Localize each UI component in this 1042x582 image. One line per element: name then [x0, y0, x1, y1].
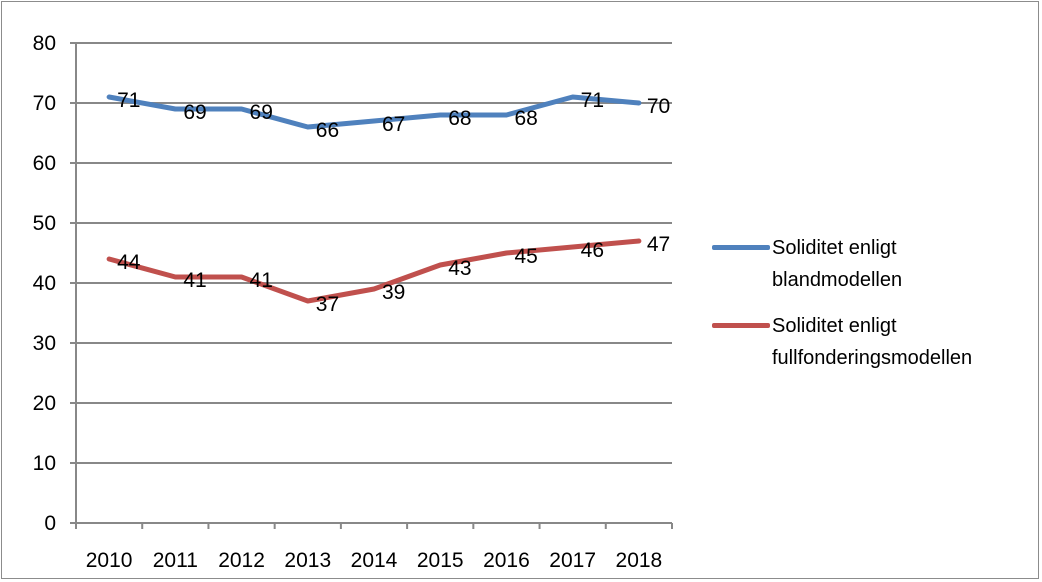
data-label: 71: [581, 89, 604, 112]
legend-item-blandmodellen: Soliditet enligt blandmodellen: [712, 232, 1032, 296]
data-label: 44: [117, 251, 141, 274]
y-tick-label: 40: [33, 272, 56, 295]
y-tick-label: 30: [33, 332, 56, 355]
data-label: 41: [183, 269, 206, 292]
axes: [70, 42, 673, 529]
legend-swatch-blandmodellen: [712, 245, 770, 250]
data-label: 69: [250, 101, 273, 124]
x-tick-label: 2014: [351, 549, 398, 572]
series-line-2: [106, 238, 642, 304]
x-tick-label: 2010: [86, 549, 133, 572]
data-label: 68: [514, 107, 537, 130]
x-tick-label: 2015: [417, 549, 464, 572]
legend-swatch-fullfonderingsmodellen: [712, 323, 770, 328]
data-label: 37: [316, 293, 339, 316]
legend-label-line1: Soliditet enligt: [772, 237, 897, 259]
legend-label-line2: blandmodellen: [772, 269, 903, 291]
y-tick-label: 60: [33, 152, 56, 175]
data-label: 46: [581, 239, 604, 262]
data-label: 70: [647, 95, 670, 118]
data-label: 41: [250, 269, 273, 292]
gridlines: [76, 42, 672, 464]
legend-label-line1: Soliditet enligt: [772, 315, 897, 337]
y-tick-labels: 0 10 20 30 40 50 60 70 80: [33, 32, 56, 535]
x-tick-label: 2017: [549, 549, 596, 572]
y-tick-label: 70: [33, 92, 56, 115]
y-tick-label: 20: [33, 392, 56, 415]
data-label: 66: [316, 119, 339, 142]
data-label: 68: [448, 107, 471, 130]
x-tick-label: 2013: [284, 549, 331, 572]
y-tick-label: 10: [33, 452, 56, 475]
x-tick-label: 2011: [153, 549, 198, 572]
data-label: 39: [382, 281, 405, 304]
x-tick-labels: 2010 2011 2012 2013 2014 2015 2016 2017 2018: [86, 549, 662, 572]
data-label: 71: [117, 89, 140, 112]
data-labels: 71 69 69 66 67 68 68 71 70 44 41 41 37 39 43 45 46 47: [117, 89, 670, 316]
data-label: 47: [647, 233, 670, 256]
y-tick-label: 80: [33, 32, 56, 55]
x-tick-label: 2016: [483, 549, 530, 572]
data-label: 67: [382, 113, 405, 136]
x-tick-label: 2018: [616, 549, 663, 572]
data-label: 69: [183, 101, 206, 124]
series-lines: [106, 94, 642, 304]
legend-label-line2: fullfonderingsmodellen: [772, 347, 973, 369]
y-tick-label: 0: [44, 512, 56, 535]
y-tick-label: 50: [33, 212, 56, 235]
legend: Soliditet enligt blandmodellen Soliditet…: [712, 232, 1032, 388]
legend-item-fullfonderingsmodellen: Soliditet enligt fullfonderingsmodellen: [712, 310, 1032, 374]
series-line-1: [106, 94, 642, 130]
data-label: 45: [514, 245, 537, 268]
x-tick-label: 2012: [218, 549, 265, 572]
data-label: 43: [448, 257, 471, 280]
